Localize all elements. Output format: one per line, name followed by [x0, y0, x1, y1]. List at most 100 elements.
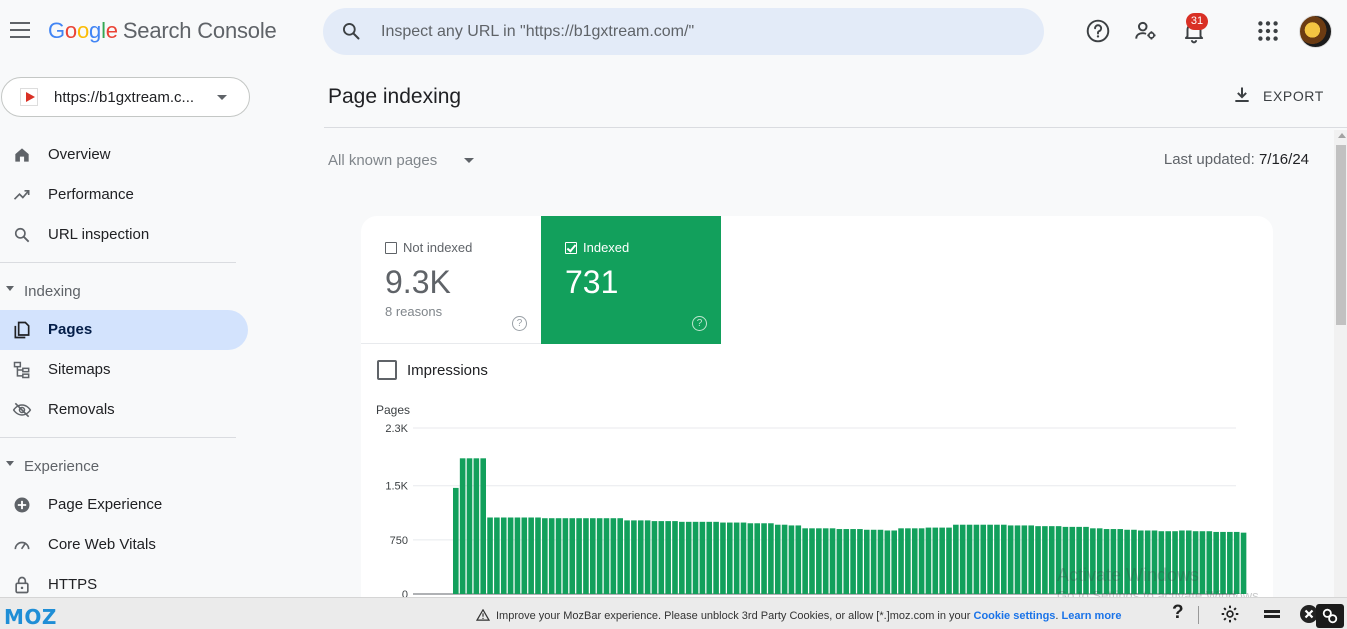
sidebar-item-pages[interactable]: Pages: [0, 310, 248, 350]
chart-bar: [1042, 526, 1048, 594]
sidebar-item-sitemaps[interactable]: Sitemaps: [0, 350, 248, 390]
chart-bar: [473, 458, 480, 594]
sidebar-divider: [0, 262, 236, 263]
link-icon[interactable]: [1316, 604, 1344, 628]
account-avatar[interactable]: [1299, 15, 1332, 48]
chart-bar: [987, 524, 993, 594]
chart-bar: [548, 518, 555, 594]
chart-bar: [453, 487, 459, 594]
logo-letter: o: [76, 18, 90, 43]
chart-bar: [487, 517, 493, 594]
search-icon[interactable]: [341, 21, 361, 41]
chart-bar: [953, 524, 959, 594]
chevron-down-icon: [217, 95, 227, 100]
section-title: Indexing: [24, 283, 81, 300]
pages-filter-dropdown[interactable]: All known pages: [328, 152, 474, 172]
gauge-icon: [14, 541, 30, 550]
chart-bar: [562, 518, 569, 594]
chart-bar: [480, 458, 486, 594]
chart-bar: [500, 517, 507, 594]
sidebar-item-overview[interactable]: Overview: [0, 135, 248, 175]
mozbar-toolbar: MOZ Improve your MozBar experience. Plea…: [0, 597, 1347, 629]
chart-bar: [1076, 526, 1082, 594]
chart-bar: [1165, 531, 1171, 594]
help-icon[interactable]: ?: [512, 316, 527, 331]
site-favicon-icon: [20, 88, 38, 106]
chart-bar: [884, 530, 891, 594]
impressions-checkbox[interactable]: [377, 360, 397, 380]
cookie-settings-link[interactable]: Cookie settings: [973, 610, 1056, 622]
chart-bar: [1151, 530, 1158, 594]
apps-grid-icon[interactable]: [1255, 18, 1281, 44]
manage-users-icon[interactable]: [1133, 18, 1159, 44]
help-icon[interactable]: [1085, 18, 1111, 44]
tile-label: Indexed: [583, 240, 630, 255]
chart-bar: [1144, 530, 1151, 594]
chart-bar: [774, 524, 781, 594]
not-indexed-tile[interactable]: Not indexed 9.3K 8 reasons ?: [361, 216, 541, 344]
chart-bar: [733, 522, 740, 594]
indexed-checkbox[interactable]: [565, 242, 577, 254]
chart-bar: [1179, 530, 1185, 594]
chart-bar: [658, 521, 665, 594]
sidebar-item-url-inspection[interactable]: URL inspection: [0, 215, 248, 255]
main-menu-icon[interactable]: [10, 22, 30, 38]
sidebar-item-performance[interactable]: Performance: [0, 175, 248, 215]
section-title: Experience: [24, 458, 100, 475]
plus-circle-icon: [14, 497, 30, 513]
chart-bar: [1035, 526, 1041, 594]
sidebar-item-removals[interactable]: Removals: [0, 390, 248, 430]
sidebar-item-https[interactable]: HTTPS: [0, 565, 248, 605]
logo-letter: e: [105, 18, 118, 43]
indexed-tile[interactable]: Indexed 731 ?: [541, 216, 721, 344]
header-divider: [324, 127, 1347, 128]
chart-bar: [918, 528, 925, 594]
close-icon[interactable]: [1299, 604, 1319, 624]
chart-bar: [514, 517, 521, 594]
chart-bar: [1007, 525, 1014, 594]
help-icon[interactable]: ?: [692, 316, 707, 331]
scrollbar-thumb[interactable]: [1336, 145, 1346, 325]
last-updated-value: 7/16/24: [1258, 151, 1309, 168]
chart-bar: [816, 528, 822, 594]
chart-bar: [569, 518, 576, 594]
url-inspection-search[interactable]: [323, 8, 1044, 55]
sidebar-item-label: Sitemaps: [48, 361, 111, 378]
menu-bars-icon[interactable]: [1262, 604, 1282, 624]
chart-bar: [466, 458, 473, 594]
chart-bar: [994, 524, 1000, 594]
y-tick-label: 2.3K: [385, 423, 408, 435]
chart-bar: [1227, 531, 1233, 594]
logo-letter: o: [64, 18, 77, 43]
gear-icon[interactable]: [1219, 604, 1241, 624]
mozbar-message-text: Improve your MozBar experience. Please u…: [496, 610, 971, 622]
sidebar-item-label: Removals: [48, 401, 115, 418]
page-title: Page indexing: [328, 85, 462, 108]
search-console-logo[interactable]: Google Search Console: [48, 18, 277, 44]
impressions-label: Impressions: [407, 362, 488, 379]
property-selector[interactable]: https://b1gxtream.c...: [1, 77, 250, 117]
mozbar-help-button[interactable]: ?: [1172, 602, 1184, 623]
sidebar-item-label: URL inspection: [48, 226, 150, 243]
sidebar-item-page-experience[interactable]: Page Experience: [0, 485, 248, 525]
moz-logo[interactable]: MOZ: [4, 605, 57, 629]
chart-bar: [1185, 530, 1192, 594]
not-indexed-checkbox[interactable]: [385, 242, 397, 254]
search-input[interactable]: [381, 20, 1021, 44]
chart-bar: [727, 522, 733, 594]
section-header-experience[interactable]: Experience: [0, 450, 236, 480]
scroll-up-arrow-icon[interactable]: [1338, 133, 1346, 138]
chart-bar: [1021, 525, 1028, 594]
chart-bar: [754, 523, 760, 594]
mozbar-separator: [1198, 606, 1199, 624]
chart-bar: [644, 520, 651, 594]
sidebar-item-core-web-vitals[interactable]: Core Web Vitals: [0, 525, 248, 565]
section-header-indexing[interactable]: Indexing: [0, 275, 236, 305]
chart-bar: [939, 527, 945, 594]
chart-bar: [651, 521, 658, 594]
learn-more-link[interactable]: Learn more: [1061, 610, 1122, 622]
sidebar-divider: [0, 437, 236, 438]
chart-bar: [980, 524, 987, 594]
chart-bar: [1096, 528, 1103, 594]
chart-bar: [829, 528, 836, 594]
